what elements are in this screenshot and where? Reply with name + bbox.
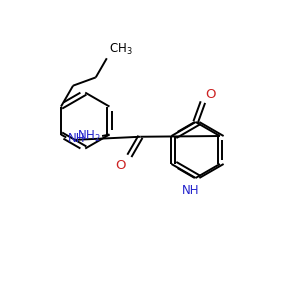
Text: NH: NH: [182, 184, 199, 197]
Text: CH$_3$: CH$_3$: [109, 42, 133, 57]
Text: O: O: [116, 159, 126, 172]
Text: NH: NH: [68, 132, 85, 145]
Text: NH$_2$: NH$_2$: [77, 128, 100, 144]
Text: O: O: [205, 88, 216, 101]
